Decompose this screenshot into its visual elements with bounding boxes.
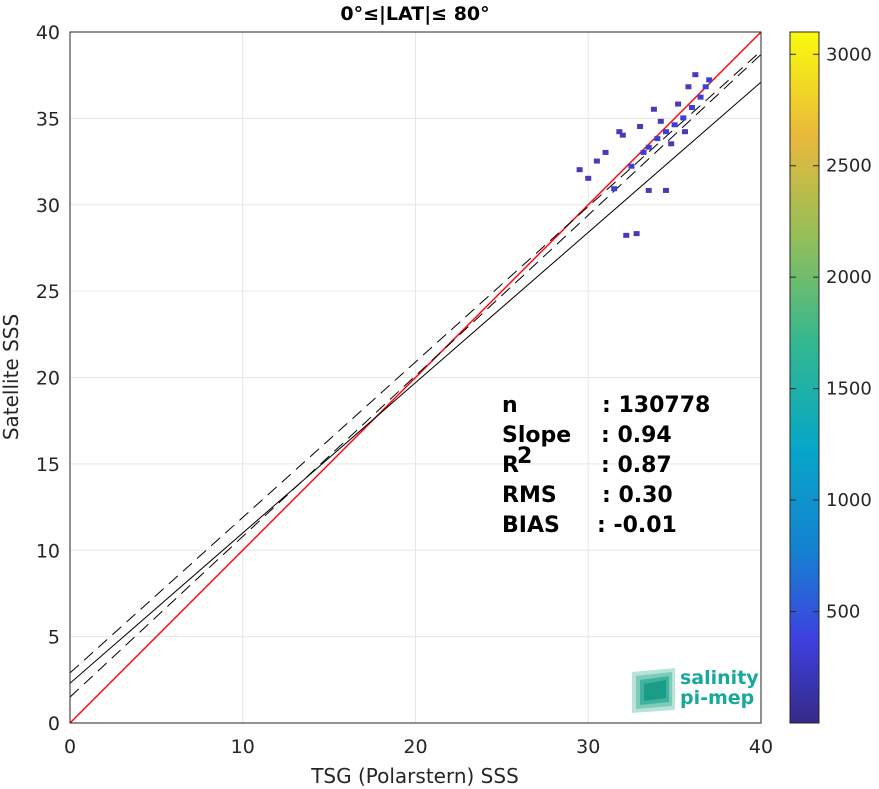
- density-point: [675, 101, 682, 107]
- density-point: [628, 163, 635, 169]
- x-tick-label: 10: [231, 736, 255, 758]
- density-point: [657, 118, 664, 124]
- stat-value: : 0.87: [601, 453, 672, 478]
- density-point: [637, 124, 644, 130]
- stat-label: Slope: [502, 423, 571, 448]
- density-point: [640, 149, 647, 155]
- density-point: [616, 129, 623, 135]
- density-point: [662, 129, 669, 135]
- density-point: [623, 232, 630, 238]
- colorbar-tick-label: 2500: [826, 156, 872, 177]
- density-point: [697, 94, 704, 100]
- density-point: [645, 187, 652, 193]
- logo-text-line2: pi-mep: [680, 687, 754, 709]
- density-point: [585, 175, 592, 181]
- density-point: [671, 122, 678, 128]
- logo-icon: [632, 668, 675, 713]
- stat-label: R: [502, 453, 519, 478]
- colorbar-tick-label: 500: [826, 602, 860, 623]
- density-point: [654, 136, 661, 142]
- density-points: [576, 72, 713, 238]
- density-point: [576, 167, 583, 173]
- colorbar-ticks: 500 1000 1500 2000 2500 3000: [790, 44, 872, 623]
- x-tick-labels: 0 10 20 30 40: [64, 736, 773, 758]
- colorbar: 500 1000 1500 2000 2500 3000: [789, 31, 872, 724]
- x-axis-label: TSG (Polarstern) SSS: [310, 764, 519, 788]
- logo-text-line1: salinity: [680, 667, 759, 689]
- line-regression-rms-band: [70, 50, 761, 674]
- density-point: [680, 115, 687, 121]
- x-tick-label: 40: [749, 736, 773, 758]
- line-regression: [70, 81, 761, 684]
- y-tick-label: 10: [36, 540, 60, 562]
- y-tick-label: 25: [36, 281, 60, 303]
- y-tick-label: 40: [36, 22, 60, 44]
- statistics-box: n : 130778 Slope : 0.94 R2 : 0.87 RMS : 0.30 BIA…: [502, 393, 710, 538]
- y-tick-label: 5: [48, 627, 60, 649]
- stat-value: : 0.30: [602, 483, 673, 508]
- stat-label: RMS: [502, 483, 557, 508]
- stat-label-superscript: 2: [517, 444, 532, 469]
- stat-value: : -0.01: [597, 513, 677, 538]
- x-tick-label: 0: [64, 736, 76, 758]
- colorbar-gradient: [789, 31, 820, 724]
- y-axis-label: Satellite SSS: [0, 314, 23, 440]
- stat-value: : 130778: [602, 393, 710, 418]
- density-point: [702, 84, 709, 90]
- colorbar-tick-label: 3000: [826, 44, 872, 65]
- density-point: [692, 72, 699, 78]
- y-tick-label: 20: [36, 368, 60, 390]
- stat-label: n: [502, 393, 518, 418]
- density-point: [681, 129, 688, 135]
- density-point: [611, 186, 618, 192]
- stat-value: : 0.94: [601, 423, 672, 448]
- density-point: [602, 149, 609, 155]
- stat-label: BIAS: [502, 513, 560, 538]
- colorbar-tick-label: 1000: [826, 490, 872, 511]
- x-tick-label: 30: [576, 736, 600, 758]
- chart-title: 0°≤|LAT|≤ 80°: [340, 3, 489, 25]
- density-point: [706, 77, 713, 83]
- plot-frame: [69, 31, 762, 724]
- density-point: [688, 105, 695, 111]
- density-point: [619, 132, 626, 138]
- line-regression-rms-band: [70, 54, 761, 698]
- y-tick-label: 30: [36, 195, 60, 217]
- y-tick-labels: 0 5 10 15 20 25 30 35 40: [36, 22, 60, 735]
- density-point: [662, 187, 669, 193]
- salinity-pimep-logo: salinity pi-mep: [632, 667, 759, 713]
- density-point: [650, 106, 657, 112]
- y-tick-label: 0: [48, 713, 60, 735]
- density-point: [633, 231, 640, 237]
- colorbar-tick-label: 2000: [826, 267, 872, 288]
- y-tick-label: 35: [36, 108, 60, 130]
- colorbar-tick-label: 1500: [826, 379, 872, 400]
- density-point: [685, 84, 692, 90]
- x-tick-label: 20: [403, 736, 427, 758]
- density-point: [593, 158, 600, 164]
- density-point: [645, 144, 652, 150]
- y-tick-label: 15: [36, 454, 60, 476]
- density-point: [668, 141, 675, 147]
